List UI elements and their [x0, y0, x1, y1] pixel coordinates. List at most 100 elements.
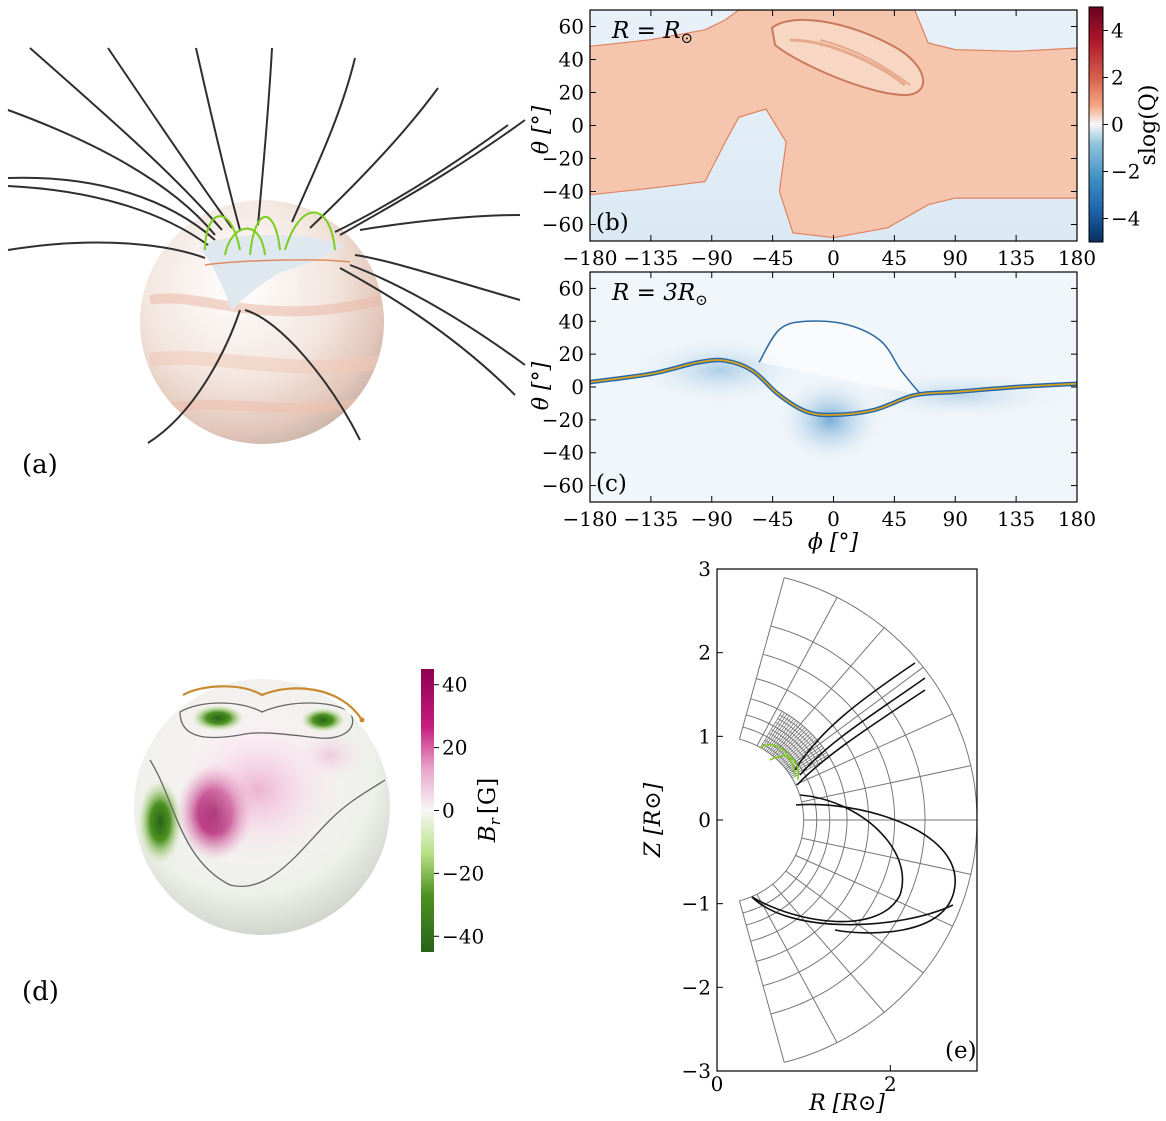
x-tick-label: 45 [882, 507, 907, 531]
colorbar-tick-label: 20 [442, 736, 467, 760]
x-tick-label: 135 [997, 507, 1035, 531]
x-tick-label: 0 [827, 507, 840, 531]
grid-ray [785, 870, 924, 974]
x-tick-label: −90 [691, 507, 733, 531]
x-axis-label-c: ϕ [°] [808, 530, 859, 555]
x-tick-label: 135 [997, 246, 1035, 270]
y-tick-label: −3 [682, 1059, 711, 1083]
grid-ray [795, 854, 953, 927]
grid-ray [801, 837, 971, 875]
grid-ray [801, 765, 971, 803]
colorbar-q-label: slog(Q) [1136, 85, 1161, 166]
y-axis-ticks-c: 60 40 20 0 −20 −40 −60 [542, 276, 1077, 498]
y-tick-label: −20 [542, 408, 584, 432]
meridional-field-lines [751, 662, 956, 934]
grid-arc-refined [777, 718, 823, 762]
colorbar-tick-label: −4 [1111, 207, 1140, 231]
colorbar-tick-label: 2 [1111, 66, 1124, 90]
panel-label-a: (a) [22, 450, 58, 480]
grid-ray-refined [759, 711, 783, 748]
grid-ray [738, 577, 785, 740]
grid-arc-refined [779, 714, 827, 760]
lobe-structure [770, 18, 925, 97]
pseudostreamer-dome [758, 320, 922, 396]
x-axis-label-e: R [R⊙] [808, 1091, 885, 1116]
y-axis-label-b: θ [°] [529, 105, 554, 154]
colorbar-br-ticks: 40 20 0 −20 −40 [434, 673, 484, 948]
y-tick-label: −40 [542, 180, 584, 204]
y-tick-label: 60 [559, 15, 584, 39]
grid-ray [738, 900, 785, 1063]
grid-ray [772, 883, 885, 1013]
panel-a-3d-field-lines: (a) [7, 47, 526, 480]
x-tick-label: 45 [882, 246, 907, 270]
y-tick-label: −60 [542, 213, 584, 237]
grid-ray [795, 713, 953, 786]
open-field-lines [7, 47, 526, 444]
x-tick-label: 180 [1058, 507, 1096, 531]
polarity-inversion-line [149, 759, 386, 888]
panel-label-c: (c) [596, 471, 627, 497]
polarity-inversion-line-north [179, 702, 354, 739]
panel-label-b: (b) [596, 210, 629, 236]
colorbar-tick-label: −20 [442, 861, 484, 885]
colorbar-tick-label: −40 [442, 924, 484, 948]
panel-c-squashing-factor-3rsun: −180 −135 −90 −45 0 45 90 135 180 6040200−20−40−… [529, 271, 1096, 555]
negative-polarity-spot-west [138, 780, 182, 864]
y-tick-label: 20 [559, 342, 584, 366]
x-axis-ticks-b: −180 −135 −90 −45 0 45 90 135 180 [563, 10, 1096, 270]
spherical-grid [738, 577, 978, 1063]
grid-arc-refined [775, 721, 819, 764]
x-tick-label: 2 [884, 1072, 897, 1096]
colorbar-q [1088, 6, 1104, 243]
y-tick-label: 3 [698, 557, 711, 581]
heliospheric-current-sheet [590, 359, 1077, 416]
y-tick-label: −2 [682, 975, 711, 999]
panel-label-e: (e) [945, 1038, 977, 1064]
colorbar-tick-label: 0 [442, 799, 455, 823]
panel-d-radial-field-sphere: 40 20 0 −20 −40 Br[G] (d) [22, 669, 504, 1007]
colorbar-tick-label: 4 [1111, 19, 1124, 43]
x-tick-label: 90 [943, 246, 968, 270]
colorbar-tick-label: −2 [1111, 160, 1140, 184]
y-tick-label: 0 [698, 808, 711, 832]
x-tick-label: −180 [563, 507, 618, 531]
y-tick-label: −1 [682, 892, 711, 916]
y-tick-label: −60 [542, 474, 584, 498]
y-tick-label: 40 [559, 309, 584, 333]
closed-field-lines [204, 211, 336, 256]
y-axis-label-e: Z [R⊙] [641, 782, 666, 858]
radius-annotation-b: R = R⊙ [611, 18, 693, 47]
grid-ray [756, 597, 838, 747]
x-tick-label: −135 [623, 246, 678, 270]
x-tick-label: −135 [623, 507, 678, 531]
panel-b-squashing-factor-surface: −180 −135 −90 −45 0 45 90 135 180 6040200−20−40−… [529, 6, 1161, 270]
y-tick-label: 0 [571, 114, 584, 138]
panel-label-d: (d) [22, 977, 59, 1007]
radius-annotation-c: R = 3R⊙ [611, 280, 708, 309]
x-tick-label: 90 [943, 507, 968, 531]
grid-ray [756, 893, 838, 1043]
y-tick-label: 20 [559, 81, 584, 105]
grid-arc-refined [770, 729, 812, 768]
separatrix-arc [182, 685, 363, 721]
y-tick-label: 0 [571, 375, 584, 399]
colorbar-br [421, 669, 434, 952]
colorbar-tick-label: 40 [442, 673, 467, 697]
grid-arc-refined [762, 743, 797, 777]
x-tick-label: 180 [1058, 246, 1096, 270]
grid-arc-refined [768, 732, 808, 771]
x-tick-label: −90 [691, 246, 733, 270]
x-tick-label: 0 [827, 246, 840, 270]
colorbar-q-ticks: 4 2 0 −2 −4 [1103, 19, 1140, 231]
y-axis-ticks-e: 3 2 1 0 −1 −2 −3 [682, 557, 723, 1083]
y-tick-label: 1 [698, 724, 711, 748]
x-tick-label: −45 [752, 246, 794, 270]
x-tick-label: −180 [563, 246, 618, 270]
x-tick-label: 0 [711, 1072, 724, 1096]
x-tick-label: −45 [752, 507, 794, 531]
cavity-surface [200, 234, 345, 310]
